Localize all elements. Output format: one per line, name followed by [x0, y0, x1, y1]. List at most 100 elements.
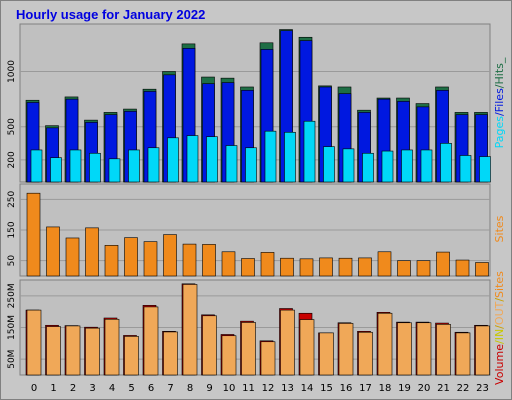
xtick-label: 11	[242, 383, 255, 394]
bar-kbytes-in	[475, 325, 490, 376]
bar-sites	[358, 257, 372, 277]
bar-kbytes-in	[221, 335, 237, 376]
bar-sites	[221, 251, 236, 277]
bar-kbytes-in	[104, 318, 120, 376]
ytick-label: 50	[7, 255, 17, 267]
xtick-label: 9	[206, 383, 212, 394]
bar-kbytes-in	[65, 325, 81, 376]
bar-kbytes-in	[85, 327, 100, 376]
bar-sites	[436, 251, 450, 277]
ytick-label: 500	[7, 118, 17, 135]
legend-entry: /	[493, 112, 506, 116]
bar-pages	[128, 149, 140, 183]
bar-kbytes-in	[241, 322, 256, 376]
bar-pages	[342, 148, 355, 183]
xtick-label: 23	[476, 383, 489, 394]
xtick-label: 1	[50, 383, 56, 394]
bar-sites	[319, 257, 333, 277]
legend-0: Pages/Files/Hits_	[493, 57, 506, 148]
legend-entry: OUT	[493, 301, 506, 325]
bar-kbytes-in	[358, 331, 373, 376]
bar-pages	[89, 152, 101, 183]
ytick-label: 250M	[7, 283, 17, 308]
xtick-label: 22	[457, 383, 470, 394]
bar-kbytes-in	[338, 323, 354, 376]
bar-pages	[50, 157, 62, 183]
bar-pages	[225, 145, 238, 183]
bar-kbytes-in	[143, 306, 159, 376]
xtick-label: 2	[70, 383, 76, 394]
bar-sites	[241, 258, 255, 277]
bar-kbytes-in	[436, 324, 451, 376]
bar-pages	[167, 137, 179, 183]
xtick-label: 10	[223, 383, 236, 394]
ytick-label: 1000	[7, 60, 17, 83]
xtick-label: 12	[262, 383, 275, 394]
bar-kbytes-in	[163, 331, 178, 376]
bar-pages	[108, 158, 121, 183]
xtick-label: 21	[437, 383, 450, 394]
xtick-label: 4	[109, 383, 115, 394]
bar-sites	[455, 259, 470, 277]
bar-sites	[260, 252, 275, 277]
xtick-label: 13	[281, 383, 294, 394]
ytick-label: 150M	[7, 315, 17, 340]
xtick-label: 0	[31, 383, 37, 394]
bar-kbytes-in	[124, 336, 139, 376]
xtick-label: 14	[301, 383, 314, 394]
legend-entry: Sites	[493, 271, 506, 298]
bar-pages	[362, 152, 374, 183]
chart-title: Hourly usage for January 2022	[16, 7, 206, 22]
bar-sites	[202, 244, 216, 277]
bar-pages	[284, 131, 296, 183]
bar-sites	[143, 241, 158, 277]
xtick-label: 3	[89, 383, 95, 394]
legend-entry: Files	[493, 88, 506, 112]
bar-pages	[303, 120, 316, 183]
bar-sites	[85, 227, 99, 277]
bar-sites	[377, 251, 392, 277]
legend-entry: Sites	[493, 215, 506, 242]
bar-kbytes-in	[202, 315, 217, 376]
ytick-label: 250	[7, 190, 17, 207]
bar-sites	[163, 234, 177, 277]
bar-pages	[323, 146, 335, 183]
xtick-label: 16	[340, 383, 353, 394]
legend-entry: Volume	[493, 344, 506, 385]
bar-pages	[401, 149, 413, 183]
xtick-label: 7	[167, 383, 173, 394]
legend-entry: IN	[493, 329, 506, 340]
xtick-label: 6	[148, 383, 154, 394]
legend-entry: /	[493, 325, 506, 329]
bar-sites	[104, 245, 119, 277]
legend-2: Volume/IN/OUT/Sites	[493, 271, 506, 385]
ytick-label: 50M	[7, 350, 17, 369]
bar-sites	[26, 192, 41, 277]
bar-kbytes-in	[26, 309, 42, 376]
bar-pages	[420, 149, 433, 183]
bar-pages	[479, 156, 491, 183]
legend-entry: Pages	[493, 116, 506, 149]
bar-pages	[440, 143, 452, 183]
legend-entry: /	[493, 340, 506, 344]
bar-kbytes-in	[182, 284, 198, 376]
bar-pages	[245, 147, 257, 183]
bar-sites	[124, 237, 138, 277]
legend-1: Sites	[493, 215, 506, 242]
xtick-label: 17	[359, 383, 372, 394]
xtick-label: 19	[398, 383, 411, 394]
legend-entry: /	[493, 298, 506, 302]
bar-sites	[416, 260, 431, 277]
bar-pages	[381, 150, 394, 183]
bar-kbytes-in	[397, 322, 412, 376]
bar-kbytes-in	[299, 319, 315, 376]
bar-kbytes-in	[416, 322, 432, 376]
bar-pages	[206, 136, 218, 183]
bar-kbytes-in	[377, 312, 393, 376]
bar-pages	[186, 135, 199, 183]
xtick-label: 18	[379, 383, 392, 394]
bar-sites	[46, 226, 60, 277]
bar-kbytes-in	[46, 326, 61, 376]
bar-sites	[299, 258, 314, 277]
bar-kbytes-in	[319, 332, 334, 376]
